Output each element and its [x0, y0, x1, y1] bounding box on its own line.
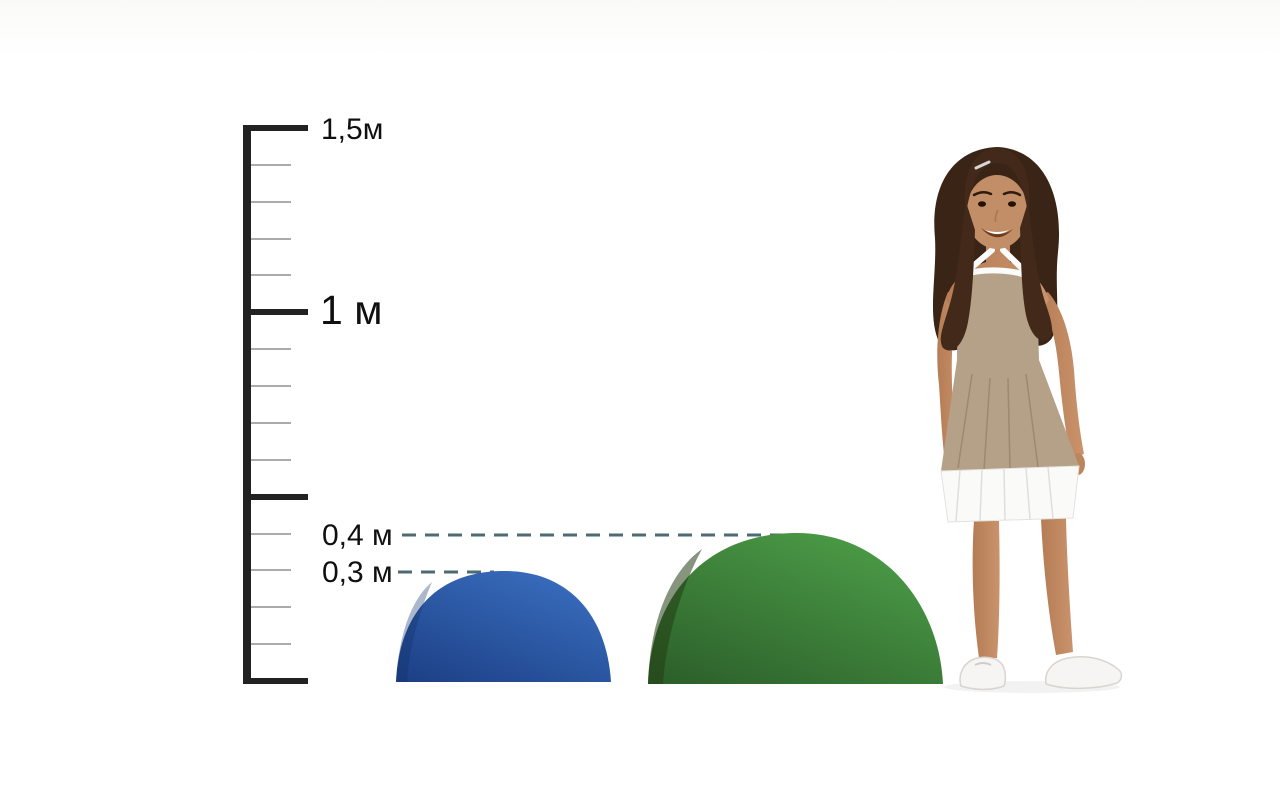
green-dome — [648, 532, 943, 684]
girl-right-shoe — [1044, 656, 1123, 690]
scale-label-1m: 1 м — [320, 287, 382, 333]
scale-label-0-4m: 0,4 м — [322, 519, 393, 552]
girl-dress-hem-band — [940, 465, 1080, 523]
girl-right-leg — [1041, 518, 1073, 655]
girl-skirt-pleats — [957, 373, 1039, 471]
scale-label-0-3m: 0,3 м — [322, 556, 393, 589]
girl-figure — [932, 147, 1123, 693]
girl-right-eye — [1008, 201, 1016, 207]
girl-hair-left-strand — [940, 202, 975, 351]
blue-dome-shadow — [396, 582, 432, 682]
girl-mouth — [981, 228, 1013, 238]
skirt-pleat-line — [957, 373, 973, 469]
hem-pleat-line — [979, 468, 983, 522]
girl-left-leg — [972, 520, 1000, 658]
hem-pleat-line — [1047, 466, 1054, 520]
green-dome-shadow — [648, 549, 702, 684]
girl-dress-skirt — [941, 360, 1079, 471]
blue-dome — [396, 570, 611, 682]
measurement-ruler — [243, 125, 308, 684]
girl-left-eyebrow — [972, 191, 993, 197]
girl-left-eye — [978, 201, 986, 207]
skirt-pleat-line — [1007, 377, 1011, 471]
scale-label-1-5m: 1,5м — [321, 113, 383, 146]
green-dome-body — [648, 532, 943, 684]
girl-dress-bodice — [957, 270, 1039, 370]
girl-right-eyebrow — [1002, 191, 1022, 197]
girl-hair-clip — [974, 160, 991, 170]
girl-teeth — [985, 230, 1009, 234]
girl-right-arm — [1036, 292, 1084, 458]
ruler-minor-ticks — [248, 164, 291, 645]
blue-dome-body — [396, 570, 611, 682]
girl-shoe-strap — [974, 662, 992, 666]
hem-pleat-line — [1025, 467, 1031, 520]
girl-hem-pleats — [955, 466, 1054, 522]
skirt-pleat-line — [1025, 373, 1039, 468]
hem-pleat-line — [955, 469, 961, 522]
hem-pleat-line — [1003, 467, 1006, 521]
girl-nose — [994, 209, 999, 223]
girl-hair-right-strand — [1020, 202, 1053, 341]
skirt-pleat-line — [983, 377, 991, 471]
girl-left-shoe — [959, 656, 1007, 691]
